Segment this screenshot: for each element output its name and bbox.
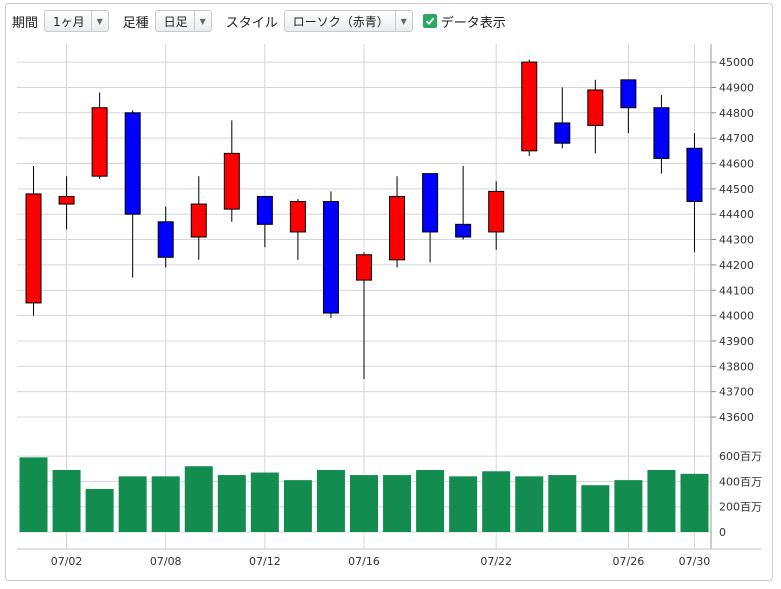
foot-label: 足種 bbox=[122, 15, 149, 31]
chevron-down-icon: ▼ bbox=[394, 11, 412, 31]
date-tick-label: 07/26 bbox=[613, 555, 645, 568]
price-tick-label: 44500 bbox=[719, 183, 754, 196]
volume-bar bbox=[581, 485, 610, 532]
checkmark-icon bbox=[422, 14, 437, 28]
volume-bar bbox=[416, 470, 445, 532]
period-dropdown[interactable]: 1ヶ月 ▼ bbox=[44, 10, 109, 32]
candle-down bbox=[124, 112, 141, 215]
candle-up bbox=[389, 195, 406, 261]
chevron-down-icon: ▼ bbox=[193, 11, 211, 31]
candle-up bbox=[488, 190, 505, 233]
volume-bar bbox=[449, 476, 478, 532]
volume-bar bbox=[184, 466, 213, 532]
chevron-down-icon: ▼ bbox=[90, 11, 108, 31]
price-tick-label: 44100 bbox=[719, 284, 754, 297]
foot-dropdown[interactable]: 日足 ▼ bbox=[154, 10, 212, 32]
price-tick-label: 43700 bbox=[719, 386, 754, 399]
volume-bar bbox=[52, 470, 81, 532]
date-tick-label: 07/16 bbox=[348, 555, 380, 568]
candle-up bbox=[190, 203, 207, 238]
candle-down bbox=[620, 79, 637, 109]
candle-up bbox=[91, 107, 108, 177]
candle-down bbox=[554, 122, 571, 144]
volume-bar bbox=[283, 480, 312, 532]
show-data-label: データ表示 bbox=[440, 15, 506, 31]
volume-bar bbox=[151, 476, 180, 532]
volume-bar bbox=[515, 476, 544, 532]
style-dropdown[interactable]: ローソク（赤青） ▼ bbox=[283, 10, 413, 32]
date-tick-label: 07/30 bbox=[679, 555, 711, 568]
style-value: ローソク（赤青） bbox=[292, 14, 389, 29]
price-tick-label: 44400 bbox=[719, 208, 754, 221]
candle-up bbox=[521, 61, 538, 152]
candle-down bbox=[455, 223, 472, 238]
volume-bar bbox=[316, 470, 345, 532]
candle-up bbox=[58, 195, 75, 205]
candle-down bbox=[157, 221, 174, 258]
price-tick-label: 44900 bbox=[719, 81, 754, 94]
candle-down bbox=[686, 147, 703, 203]
volume-bar bbox=[383, 475, 412, 532]
date-tick-label: 07/22 bbox=[480, 555, 512, 568]
chart-toolbar: 期間 1ヶ月 ▼ 足種 日足 ▼ スタイル ローソク（赤青） ▼ データ表示 bbox=[6, 4, 772, 38]
volume-tick-label: 0 bbox=[719, 526, 726, 539]
period-label: 期間 bbox=[12, 15, 39, 31]
date-tick-label: 07/08 bbox=[150, 555, 182, 568]
price-tick-label: 43800 bbox=[719, 360, 754, 373]
volume-bar bbox=[217, 475, 246, 532]
price-tick-label: 44200 bbox=[719, 259, 754, 272]
volume-tick-label: 200百万 bbox=[719, 501, 762, 514]
period-value: 1ヶ月 bbox=[53, 14, 85, 29]
volume-bar bbox=[118, 476, 147, 532]
volume-bar bbox=[548, 475, 577, 532]
price-tick-label: 44000 bbox=[719, 310, 754, 323]
candle-up bbox=[25, 193, 42, 304]
price-tick-label: 44800 bbox=[719, 107, 754, 120]
candle-down bbox=[256, 195, 273, 225]
price-tick-label: 43600 bbox=[719, 411, 754, 424]
candle-up bbox=[289, 201, 306, 233]
volume-tick-label: 400百万 bbox=[719, 475, 762, 488]
candle-down bbox=[422, 173, 439, 233]
price-tick-label: 43900 bbox=[719, 335, 754, 348]
volume-bar bbox=[350, 475, 378, 532]
candle-down bbox=[653, 107, 670, 159]
candle-up bbox=[223, 152, 240, 210]
date-tick-label: 07/02 bbox=[51, 555, 83, 568]
volume-bar bbox=[85, 488, 114, 532]
price-tick-label: 44600 bbox=[719, 158, 754, 171]
volume-bar bbox=[680, 473, 709, 532]
candle-down bbox=[322, 201, 339, 314]
foot-value: 日足 bbox=[163, 14, 188, 29]
show-data-checkbox[interactable]: データ表示 bbox=[422, 12, 506, 31]
date-tick-label: 07/12 bbox=[249, 555, 281, 568]
candle-up bbox=[587, 89, 604, 126]
price-tick-label: 44700 bbox=[719, 132, 754, 145]
volume-bar bbox=[647, 470, 676, 532]
volume-bar bbox=[482, 471, 511, 532]
price-tick-label: 45000 bbox=[719, 56, 754, 69]
candle-up bbox=[356, 254, 372, 281]
price-tick-label: 44300 bbox=[719, 234, 754, 247]
volume-tick-label: 600百万 bbox=[719, 450, 762, 463]
volume-bar bbox=[19, 457, 48, 532]
style-label: スタイル bbox=[225, 15, 278, 31]
volume-bar bbox=[250, 472, 279, 532]
volume-bar bbox=[614, 480, 643, 532]
